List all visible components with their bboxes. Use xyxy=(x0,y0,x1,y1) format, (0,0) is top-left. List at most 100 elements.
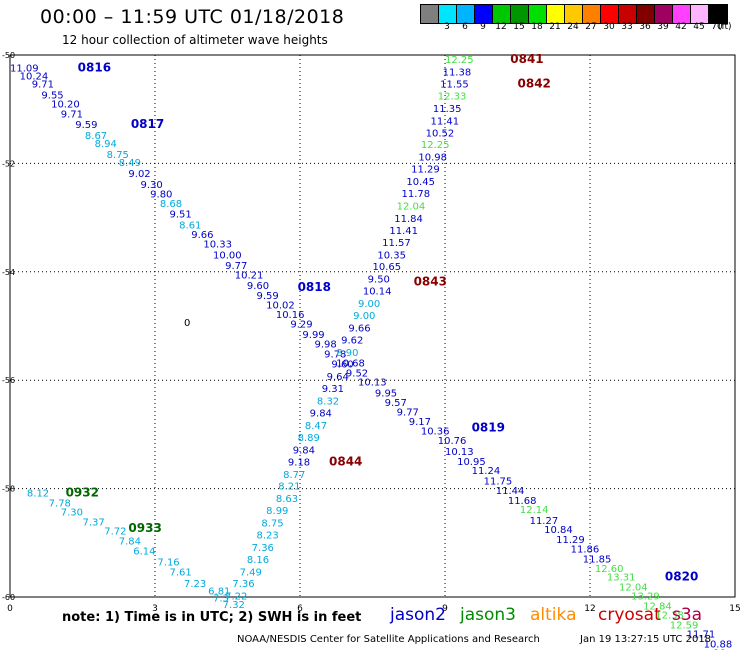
wave-height-value: 9.50 xyxy=(368,275,390,286)
legend-item-s3a: s3a xyxy=(672,605,703,625)
colorbar-label: 36 xyxy=(639,22,651,32)
y-tick-label: -56 xyxy=(2,376,15,385)
colorbar-label: 6 xyxy=(462,22,468,32)
pass-label: 0843 xyxy=(414,274,447,288)
colorbar-swatch xyxy=(439,5,457,23)
legend-item-altika: altika xyxy=(530,605,577,625)
colorbar-swatch xyxy=(619,5,637,23)
chart-subtitle: 12 hour collection of altimeter wave hei… xyxy=(62,33,328,47)
wave-height-value: 7.16 xyxy=(157,558,179,569)
x-tick-label: 15 xyxy=(729,604,740,614)
wave-height-value: 8.77 xyxy=(283,470,305,481)
wave-height-value: 7.61 xyxy=(170,567,192,578)
wave-height-value: 10.95 xyxy=(457,457,486,468)
wave-height-value: 12.25 xyxy=(445,55,474,66)
wave-height-value: 9.78 xyxy=(324,349,346,360)
wave-height-value: 9.77 xyxy=(397,407,419,418)
colorbar-label: 33 xyxy=(621,22,633,32)
wave-height-value: 8.68 xyxy=(160,199,182,210)
wave-height-value: 9.80 xyxy=(150,190,172,201)
colorbar-label: 9 xyxy=(480,22,486,32)
wave-height-value: 9.84 xyxy=(310,409,332,420)
wave-height-value: 9.52 xyxy=(346,368,368,379)
wave-height-value: 10.13 xyxy=(358,378,387,389)
wave-height-value: 9.17 xyxy=(409,417,431,428)
wave-height-value: 12.33 xyxy=(438,91,467,102)
wave-height-value: 10.52 xyxy=(426,128,455,139)
pass-label: 0817 xyxy=(131,117,164,131)
colorbar-label: 70 xyxy=(711,22,723,32)
wave-height-value: 11.86 xyxy=(571,545,600,556)
wave-height-value: 9.55 xyxy=(41,90,63,101)
wave-height-value: 9.30 xyxy=(141,180,163,191)
wave-height-value: 9.18 xyxy=(288,457,310,468)
colorbar-swatch xyxy=(583,5,601,23)
wave-height-value: 10.36 xyxy=(421,426,450,437)
wave-height-value: 7.78 xyxy=(49,498,71,509)
wave-height-value: 7.32 xyxy=(223,600,245,611)
wave-height-value: 6.81 xyxy=(208,586,230,597)
x-tick-label: 9 xyxy=(442,604,448,614)
pass-label: 0933 xyxy=(128,521,161,535)
wave-height-value: 9.98 xyxy=(315,340,337,351)
wave-height-value: 8.12 xyxy=(27,489,49,500)
chart-title: 00:00 – 11:59 UTC 01/18/2018 xyxy=(40,6,345,28)
colorbar-label: 39 xyxy=(657,22,669,32)
wave-height-value: 11.27 xyxy=(530,516,559,527)
wave-height-value: 8.89 xyxy=(298,433,320,444)
wave-height-value: 11.85 xyxy=(583,554,612,565)
wave-height-value: 11.38 xyxy=(443,68,472,79)
wave-height-value: 10.76 xyxy=(438,436,467,447)
wave-height-value: 12.59 xyxy=(670,620,699,631)
wave-height-value: 9.66 xyxy=(191,230,213,241)
wave-height-value: 8.90 xyxy=(336,348,358,359)
colorbar-swatch xyxy=(601,5,619,23)
wave-height-value: 9.62 xyxy=(341,335,363,346)
colorbar-swatch xyxy=(691,5,709,23)
wave-height-value: 11.35 xyxy=(433,104,462,115)
wave-height-value: 12.04 xyxy=(619,582,648,593)
wave-height-value: 12.25 xyxy=(421,140,450,151)
wave-height-value: 9.29 xyxy=(290,320,312,331)
colorbar-label: 21 xyxy=(549,22,561,32)
colorbar-label: 27 xyxy=(585,22,597,32)
wave-height-value: 9.66 xyxy=(348,323,370,334)
wave-height-value: 10.33 xyxy=(203,239,232,250)
wave-height-value: 8.49 xyxy=(119,158,141,169)
wave-height-value: 11.41 xyxy=(389,226,418,237)
wave-height-value: 12.14 xyxy=(520,505,549,516)
wave-height-value: 10.16 xyxy=(276,310,305,321)
wave-height-value: 8.67 xyxy=(85,131,107,142)
y-tick-label: -54 xyxy=(2,268,15,277)
wave-height-value: 10.84 xyxy=(544,525,573,536)
colorbar-label: 15 xyxy=(513,22,525,32)
colorbar-swatch xyxy=(475,5,493,23)
wave-height-value: 7.22 xyxy=(225,592,247,603)
wave-height-value: 0 xyxy=(184,318,190,329)
x-tick-label: 0 xyxy=(7,604,13,614)
wave-height-value: 10.68 xyxy=(336,359,365,370)
colorbar-unit: (ft) xyxy=(718,22,732,32)
wave-height-value: 10.24 xyxy=(20,71,49,82)
wave-height-value: 9.59 xyxy=(257,291,279,302)
pass-label: 0932 xyxy=(66,486,99,500)
wave-height-value: 12.60 xyxy=(595,564,624,575)
wave-height-value: 12.04 xyxy=(397,201,426,212)
legend-item-jason3: jason3 xyxy=(460,605,516,625)
wave-height-value: 9.51 xyxy=(170,210,192,221)
plot-frame xyxy=(9,54,736,598)
colorbar-label: 3 xyxy=(444,22,450,32)
wave-height-value: 10.00 xyxy=(213,250,242,261)
wave-height-value: 9.77 xyxy=(225,261,247,272)
legend-item-jason2: jason2 xyxy=(390,605,446,625)
pass-label: 0844 xyxy=(329,454,362,468)
footer-credit: NOAA/NESDIS Center for Satellite Applica… xyxy=(237,634,540,645)
pass-label: 0819 xyxy=(472,421,505,435)
wave-height-value: 7.72 xyxy=(104,527,126,538)
wave-height-value: 11.44 xyxy=(496,486,525,497)
wave-height-value: 6.14 xyxy=(133,547,155,558)
wave-height-value: 7.49 xyxy=(240,567,262,578)
colorbar-swatch xyxy=(457,5,475,23)
wave-height-value: 11.84 xyxy=(394,214,423,225)
wave-height-value: 8.75 xyxy=(261,519,283,530)
